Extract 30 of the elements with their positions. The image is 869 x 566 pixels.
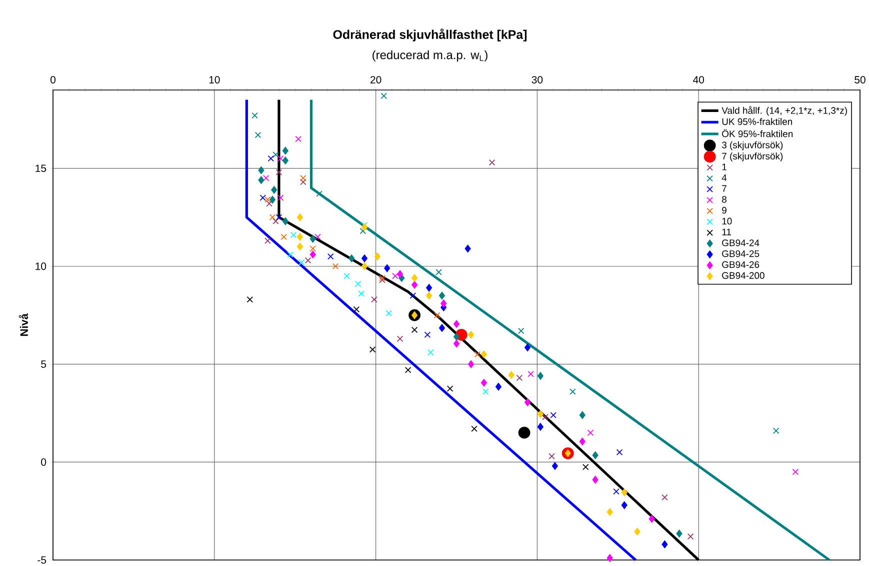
- legend-label: ÖK 95%-fraktilen: [722, 129, 793, 138]
- x-tick-label: 20: [370, 76, 382, 84]
- legend-label: Vald hållf. (14, +2,1*z, +1,3*z): [722, 106, 847, 116]
- legend-label: GB94-200: [722, 272, 764, 279]
- x-tick-label: 40: [693, 76, 704, 84]
- chart-title: Odränerad skjuvhållfasthet [kPa]: [333, 28, 527, 42]
- legend-label: 7 (skjuvförsök): [722, 152, 783, 162]
- legend-label: UK 95%-fraktilen: [722, 118, 792, 125]
- legend-label: GB94-25: [722, 250, 760, 258]
- legend-label: 9: [722, 206, 726, 214]
- legend-label: 1: [722, 164, 726, 170]
- legend-label: 3 (skjuvförsök): [722, 141, 783, 150]
- y-tick-label: 5: [41, 360, 46, 368]
- y-tick-label: -5: [38, 556, 46, 564]
- legend-label: GB94-26: [722, 261, 760, 268]
- legend-label: 10: [722, 218, 732, 225]
- legend-label: 4: [722, 174, 727, 181]
- x-tick-label: 30: [532, 76, 543, 84]
- chart-subtitle: (reducerad m.a.p. w$_{L}$): [372, 50, 488, 62]
- y-tick-label: 10: [36, 262, 46, 270]
- y-tick-label: 0: [41, 458, 46, 466]
- legend-label: GB94-24: [722, 239, 760, 246]
- legend-label: 7: [722, 185, 726, 192]
- x-tick-label: 10: [209, 76, 220, 84]
- y-tick-label: 15: [36, 164, 46, 172]
- legend-label: 8: [722, 196, 726, 203]
- x-tick-label: 50: [854, 76, 866, 84]
- x-tick-label: 0: [50, 76, 56, 84]
- y-axis-title: Nivå: [18, 313, 28, 336]
- legend-label: 11: [722, 228, 731, 236]
